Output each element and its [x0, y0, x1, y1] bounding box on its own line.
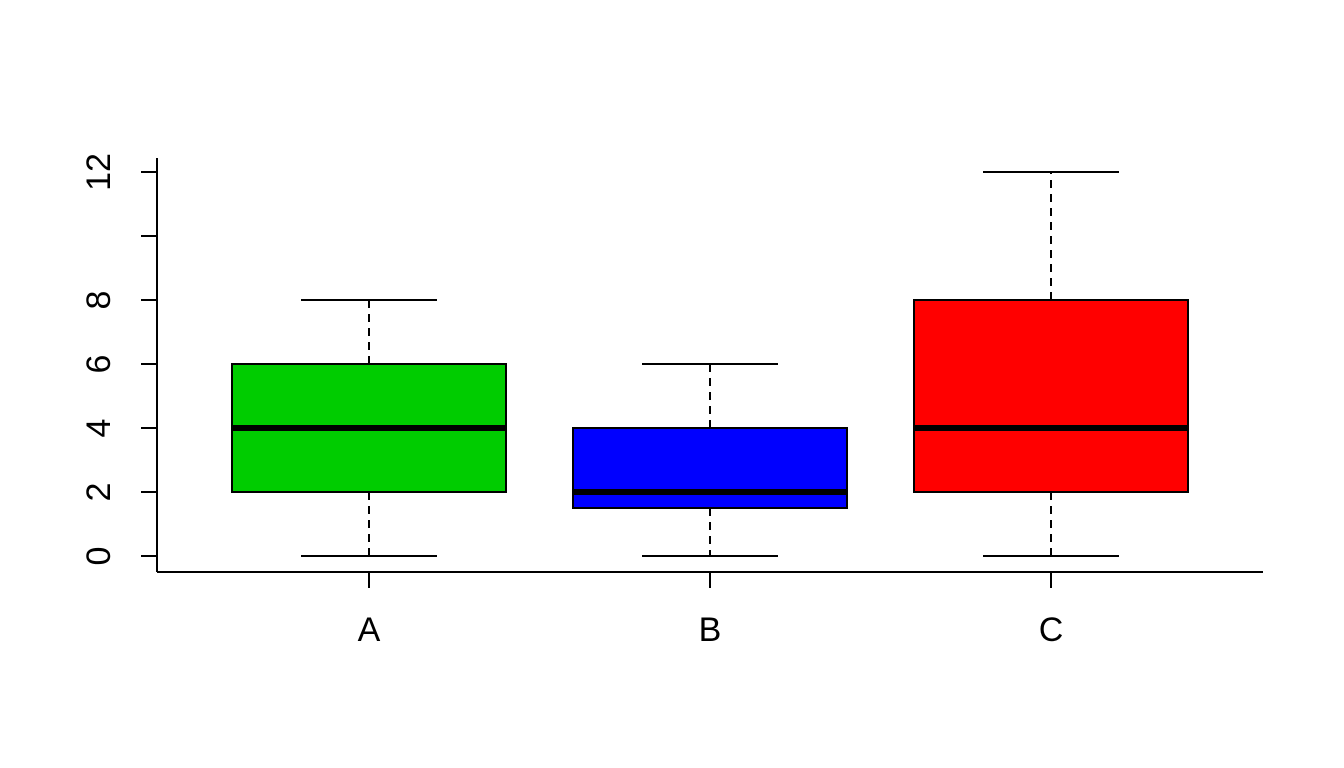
y-tick-label: 6 — [80, 355, 118, 374]
box-c — [913, 299, 1189, 493]
box-b — [572, 427, 848, 509]
x-tick-label: C — [1039, 611, 1064, 649]
x-tick-label: B — [699, 611, 722, 649]
y-tick-label: 2 — [80, 483, 118, 502]
y-tick-label: 0 — [80, 547, 118, 566]
y-tick-label: 4 — [80, 419, 118, 438]
plot-area: 0 2 4 6 8 12 A B C — [80, 153, 1263, 649]
y-tick-label: 8 — [80, 291, 118, 310]
x-tick-label: A — [358, 611, 381, 649]
y-tick-label: 12 — [80, 153, 118, 191]
